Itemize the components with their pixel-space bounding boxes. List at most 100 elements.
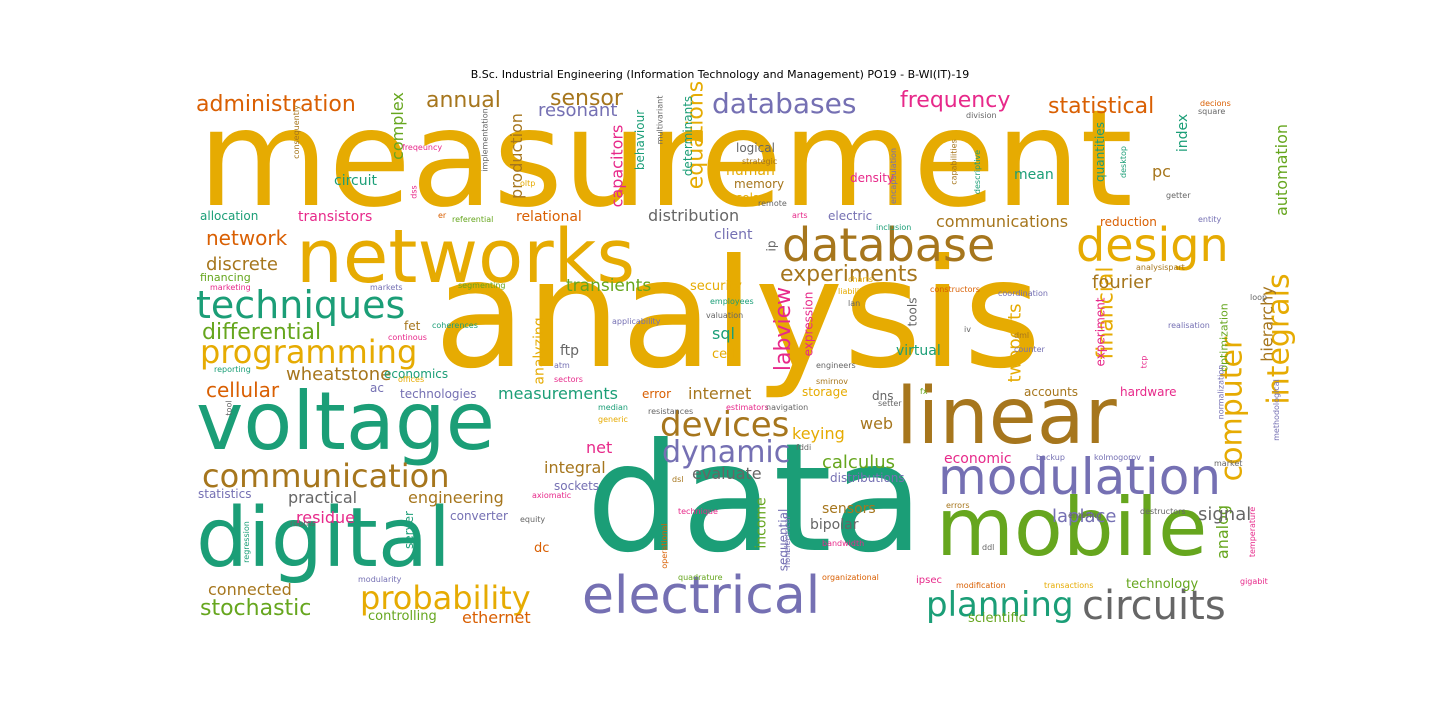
word-programming: programming: [200, 333, 418, 371]
word-sectors: sectors: [554, 375, 583, 384]
word-markets: markets: [370, 283, 403, 292]
word-controlling: controlling: [368, 609, 437, 624]
word-referential: referential: [452, 215, 494, 224]
word-network: network: [206, 226, 288, 250]
word-web: web: [860, 414, 894, 433]
word-probability: probability: [360, 579, 531, 617]
word-quadrature: quadrature: [678, 573, 723, 582]
word-experiments: experiments: [780, 262, 918, 287]
word-normalization: normalization: [1216, 364, 1226, 420]
word-dns: dns: [872, 389, 894, 403]
word-arts: arts: [792, 211, 808, 220]
word-square: square: [1198, 107, 1226, 116]
word-connected: connected: [208, 580, 292, 599]
word-ip: ip: [764, 240, 779, 252]
word-circuits: circuits: [1082, 583, 1226, 629]
word-loop: loop: [1250, 293, 1268, 302]
word-atm: atm: [554, 361, 570, 370]
word-liability: liability: [838, 287, 867, 296]
word-linear: linear: [896, 372, 1117, 462]
word-discrete: discrete: [206, 254, 278, 275]
word-descriptive: descriptive: [973, 149, 983, 195]
word-destructors: destructors: [1140, 507, 1186, 516]
word-quantities: quantities: [1092, 122, 1107, 182]
word-dsl: dsl: [672, 475, 684, 484]
word-converter: converter: [450, 509, 508, 523]
word-marketing: marketing: [210, 283, 251, 292]
word-entering: entering: [1068, 511, 1102, 520]
word-navigation: navigation: [766, 403, 809, 412]
word-organizational: organizational: [822, 573, 879, 582]
word-equity: equity: [520, 515, 546, 524]
word-keying: keying: [792, 424, 845, 443]
word-error: error: [642, 387, 672, 401]
word-modulation: modulation: [938, 448, 1222, 506]
word-consequently: consequently: [291, 105, 301, 159]
word-human: human: [726, 163, 775, 179]
word-ipsec: ipsec: [916, 575, 942, 586]
word-accounts: accounts: [1024, 385, 1079, 399]
word-database: database: [782, 218, 996, 272]
word-financing: financing: [200, 271, 251, 284]
word-laplace: laplace: [1052, 506, 1117, 527]
word-methodological: methodological: [1271, 379, 1281, 441]
word-relational: relational: [516, 209, 582, 225]
word-reduction: reduction: [1100, 215, 1157, 229]
word-client: client: [714, 227, 753, 243]
word-applicability: applicability: [612, 317, 661, 326]
word-desktop: desktop: [1118, 146, 1128, 178]
word-gigabit: gigabit: [1240, 577, 1268, 586]
word-analysis: analysis: [434, 228, 1042, 402]
word-transistors: transistors: [298, 209, 373, 225]
word-ethernet: ethernet: [462, 608, 531, 627]
word-temperature: temperature: [1248, 506, 1258, 558]
word-tcp: tcp: [1139, 355, 1149, 369]
word-annual: annual: [426, 88, 501, 113]
word-counter: counter: [1014, 345, 1045, 354]
word-bipolar: bipolar: [810, 517, 859, 533]
word-decions: decions: [1200, 99, 1231, 108]
word-operational: operational: [659, 523, 669, 569]
word-estimators: estimators: [726, 403, 769, 412]
word-median: median: [598, 403, 628, 412]
word-sensor: sensor: [550, 86, 623, 111]
word-setter: setter: [878, 399, 902, 408]
word-calculus: calculus: [822, 452, 896, 473]
word-ac: ac: [370, 381, 384, 395]
word-capacitors: capacitors: [607, 124, 627, 208]
word-fourier: fourier: [1092, 272, 1152, 293]
word-bandwidth: bandwidth: [822, 539, 865, 548]
word-circuit: circuit: [334, 173, 377, 189]
word-frequency: frequency: [900, 88, 1011, 113]
word-tools: tools: [905, 297, 920, 327]
word-modularity: modularity: [358, 575, 402, 584]
word-stochastic: stochastic: [200, 596, 312, 621]
word-market: market: [1214, 459, 1243, 468]
word-administration: administration: [196, 92, 356, 117]
word-scientific: scientific: [968, 611, 1026, 626]
word-server: server: [402, 511, 416, 549]
word-remote: remote: [758, 199, 787, 208]
word-offices: offices: [398, 375, 425, 384]
word-measurements: measurements: [498, 384, 618, 403]
word-density: density: [850, 171, 894, 185]
word-electrical: electrical: [582, 566, 821, 626]
word-voltage: voltage: [196, 375, 495, 468]
word-fet: fet: [404, 319, 421, 333]
word-errors: errors: [946, 501, 970, 510]
word-storage: storage: [802, 385, 848, 399]
word-techniques: techniques: [196, 283, 406, 327]
word-logical: logical: [736, 141, 775, 155]
word-tool: tool: [224, 400, 234, 416]
word-statistical: statistical: [1048, 94, 1155, 119]
word-distribution: distribution: [648, 206, 740, 225]
word-entity: entity: [1198, 215, 1222, 224]
word-engineers: engineers: [816, 361, 856, 370]
word-sensors: sensors: [822, 501, 876, 517]
word-freqeuncy: freqeuncy: [402, 143, 443, 152]
word-income: income: [753, 497, 770, 549]
figure-title: B.Sc. Industrial Engineering (Informatio…: [470, 68, 970, 81]
word-residue: residue: [296, 508, 355, 527]
word-mobile: mobile: [936, 481, 1208, 574]
word-capabilities: capabilities: [949, 139, 959, 185]
